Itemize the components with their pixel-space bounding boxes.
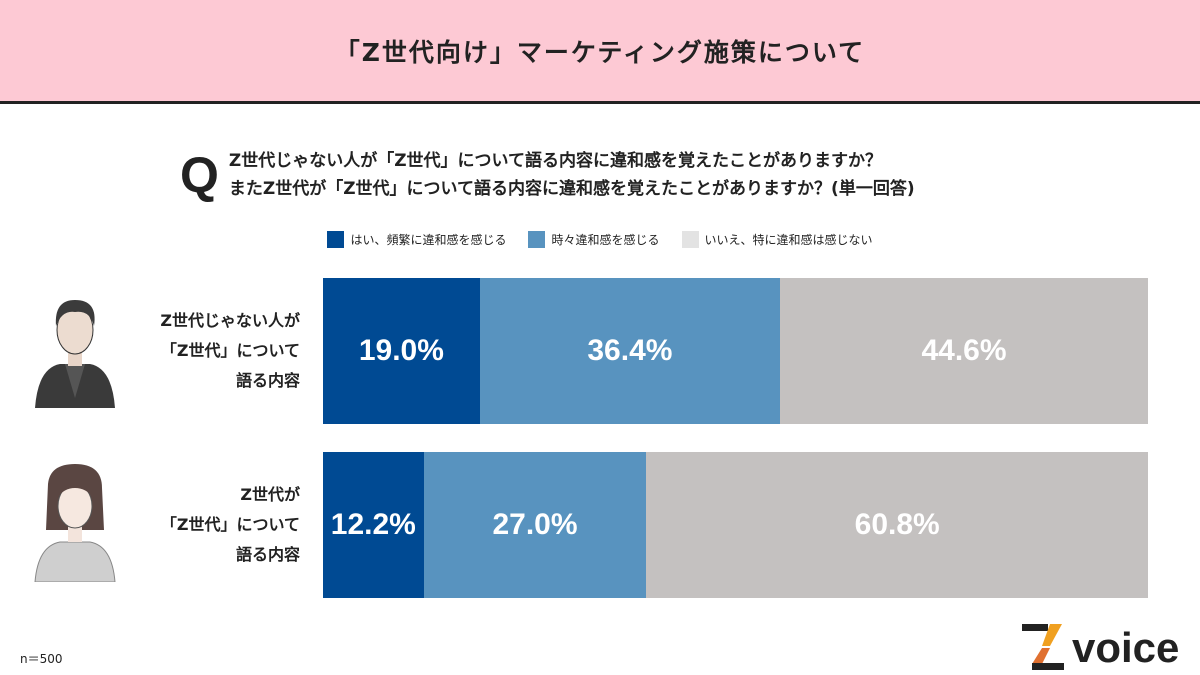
legend-swatch xyxy=(327,231,345,248)
data-label: 19.0% xyxy=(358,334,444,367)
data-label: 27.0% xyxy=(492,508,578,541)
legend-item: いいえ、特に違和感は感じない xyxy=(681,231,873,248)
data-label: 60.8% xyxy=(854,508,940,541)
category-line: 「Z世代」について xyxy=(160,515,300,534)
legend: はい、頻繁に違和感を感じる 時々違和感を感じる いいえ、特に違和感は感じない xyxy=(0,231,1200,248)
data-label: 44.6% xyxy=(921,334,1007,367)
row-genz: Z世代が 「Z世代」について 語る内容 12.2% 27.0% 60.8% xyxy=(0,452,1200,598)
stacked-bar: 19.0% 36.4% 44.6% xyxy=(323,278,1148,424)
data-label: 36.4% xyxy=(587,334,673,367)
page-title: 「Z世代向け」マーケティング施策について xyxy=(334,37,866,67)
legend-label: はい、頻繁に違和感を感じる xyxy=(350,233,507,247)
bar-segment: 12.2% xyxy=(323,452,424,598)
category-line: 語る内容 xyxy=(235,371,300,390)
question-line-1: Z世代じゃない人が「Z世代」について語る内容に違和感を覚えたことがありますか？ xyxy=(228,151,883,171)
header: 「Z世代向け」マーケティング施策について xyxy=(0,0,1200,104)
woman-avatar-icon xyxy=(34,464,116,582)
category-line: Z世代じゃない人が xyxy=(160,311,300,330)
bar-segment: 44.6% xyxy=(780,278,1148,424)
question-line-2: またZ世代が「Z世代」について語る内容に違和感を覚えたことがありますか？(単一回… xyxy=(228,179,915,199)
logo-text: voice xyxy=(1072,624,1180,671)
zvoice-logo: voice xyxy=(1022,624,1179,670)
category-label: Z世代が 「Z世代」について 語る内容 xyxy=(161,452,300,598)
category-line: 語る内容 xyxy=(235,545,300,564)
bar-segment: 36.4% xyxy=(479,278,781,424)
stacked-bar: 12.2% 27.0% 60.8% xyxy=(323,452,1148,598)
bar-segment: 27.0% xyxy=(423,452,647,598)
data-label: 12.2% xyxy=(330,508,416,541)
man-avatar-icon xyxy=(35,300,115,408)
z-logo-icon xyxy=(1022,624,1064,670)
q-icon: Q xyxy=(180,147,219,203)
bar-segment: 19.0% xyxy=(323,278,480,424)
legend-swatch xyxy=(528,231,546,248)
legend-item: 時々違和感を感じる xyxy=(528,231,660,248)
bar-segment: 60.8% xyxy=(646,452,1148,598)
legend-label: 時々違和感を感じる xyxy=(551,233,660,247)
category-line: Z世代が xyxy=(240,485,300,504)
category-label: Z世代じゃない人が 「Z世代」について 語る内容 xyxy=(160,278,300,424)
legend-swatch xyxy=(681,231,699,248)
row-non-genz: Z世代じゃない人が 「Z世代」について 語る内容 19.0% 36.4% 44.6% xyxy=(0,278,1200,424)
question: Q Z世代じゃない人が「Z世代」について語る内容に違和感を覚えたことがありますか… xyxy=(180,146,915,204)
category-line: 「Z世代」について xyxy=(160,341,300,360)
legend-label: いいえ、特に違和感は感じない xyxy=(704,233,873,247)
sample-size: n＝500 xyxy=(20,652,63,666)
legend-item: はい、頻繁に違和感を感じる xyxy=(327,231,506,248)
